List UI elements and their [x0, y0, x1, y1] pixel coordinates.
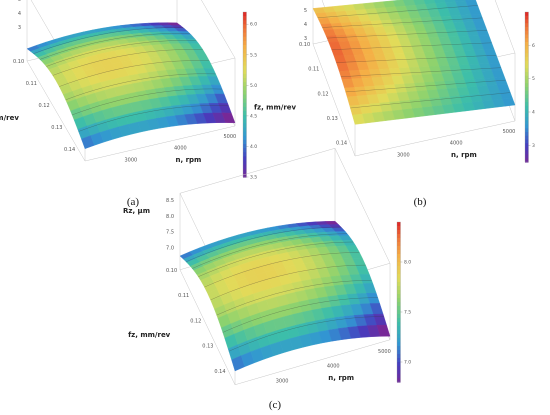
z-tick-label: 8.0 [166, 214, 174, 220]
x-tick-label: 5000 [503, 129, 516, 135]
colorbar: 8.0 7.5 7.0 [396, 221, 411, 383]
y-tick-label: 0.14 [64, 147, 75, 153]
x-tick-label: 3000 [397, 152, 410, 158]
z-tick-label: 4 [304, 22, 307, 28]
z-tick-label: 7.0 [166, 245, 174, 251]
z-tick-label: 5 [304, 8, 307, 14]
y-tick-label: 0.13 [327, 116, 338, 122]
contour-lines [186, 226, 384, 352]
z-tick-label: 5 [18, 0, 21, 3]
y-tick-label: 0.10 [13, 59, 24, 65]
colorbar: 6.0 5.5 5.0 4.5 4.0 3.5 [242, 11, 257, 181]
colorbar-tick-label: 4.0 [250, 144, 257, 150]
colorbar-tick-label: 7.5 [404, 310, 411, 316]
colorbar-tick-label: 5 [532, 76, 535, 82]
y-axis-title: fz, mm/rev [0, 114, 19, 122]
panel-caption: (c) [269, 399, 282, 411]
colorbar-tick-label: 7.0 [404, 360, 411, 366]
contour-lines [317, 5, 511, 109]
x-axis-title: n, rpm [328, 374, 354, 382]
y-tick-label: 0.11 [178, 293, 189, 299]
z-tick-label: 3 [18, 25, 21, 31]
x-tick-label: 3000 [125, 157, 138, 163]
x-tick-label: 3000 [276, 379, 289, 385]
y-tick-label: 0.10 [166, 268, 177, 274]
x-tick-label: 5000 [224, 134, 237, 140]
y-tick-label: 0.11 [26, 81, 37, 87]
colorbar-tick-label: 6 [532, 43, 535, 49]
y-axis-title: fz, mm/rev [254, 104, 297, 112]
contour-lines [33, 27, 229, 132]
z-tick-label: 7.5 [166, 230, 174, 236]
z-axis-title: Rz, μm [123, 207, 150, 215]
colorbar-tick-label: 5.0 [250, 83, 257, 89]
y-tick-label: 0.11 [308, 67, 319, 73]
colorbar-tick-label: 3.5 [250, 175, 257, 181]
colorbar-tick-label: 8.0 [404, 260, 411, 266]
panel-caption: (b) [414, 196, 427, 208]
x-tick-label: 4000 [450, 141, 463, 147]
z-tick-label: 8.5 [166, 198, 174, 204]
y-tick-label: 0.12 [317, 91, 328, 97]
y-tick-label: 0.14 [336, 141, 347, 147]
chart-panel-2: 3000400050000.100.110.120.130.1476543Rz,… [254, 0, 535, 208]
z-tick-label: 3 [304, 36, 307, 42]
x-tick-label: 5000 [378, 349, 391, 355]
colorbar-tick-label: 3 [532, 143, 535, 149]
y-tick-label: 0.12 [190, 318, 201, 324]
colorbar-tick-label: 5.5 [250, 52, 257, 58]
x-tick-label: 4000 [327, 364, 340, 370]
y-tick-label: 0.13 [202, 344, 213, 350]
surface-mesh [312, 0, 516, 125]
colorbar-tick-label: 6.0 [250, 22, 257, 28]
y-tick-label: 0.13 [51, 125, 62, 131]
y-tick-label: 0.12 [39, 103, 50, 109]
surface-mesh [179, 220, 391, 372]
chart-panel-3: 3000 4000 5000 0.10 0.11 0.12 0.13 0.14 8.5 8.0 7.… [123, 148, 411, 411]
z-tick-label: 4 [18, 11, 21, 17]
y-axis-title: fz, mm/rev [128, 331, 171, 339]
x-axis-title: n, rpm [176, 156, 202, 164]
y-tick-label: 0.14 [214, 369, 225, 375]
colorbar: 6 5 4 3 [524, 11, 535, 163]
colorbar-tick-label: 4 [532, 110, 535, 116]
colorbar-tick-label: 4.5 [250, 113, 257, 119]
x-axis-title: n, rpm [451, 151, 477, 159]
panel-caption: (a) [127, 196, 140, 208]
x-tick-label: 4000 [174, 146, 187, 152]
y-tick-label: 0.10 [299, 42, 310, 48]
